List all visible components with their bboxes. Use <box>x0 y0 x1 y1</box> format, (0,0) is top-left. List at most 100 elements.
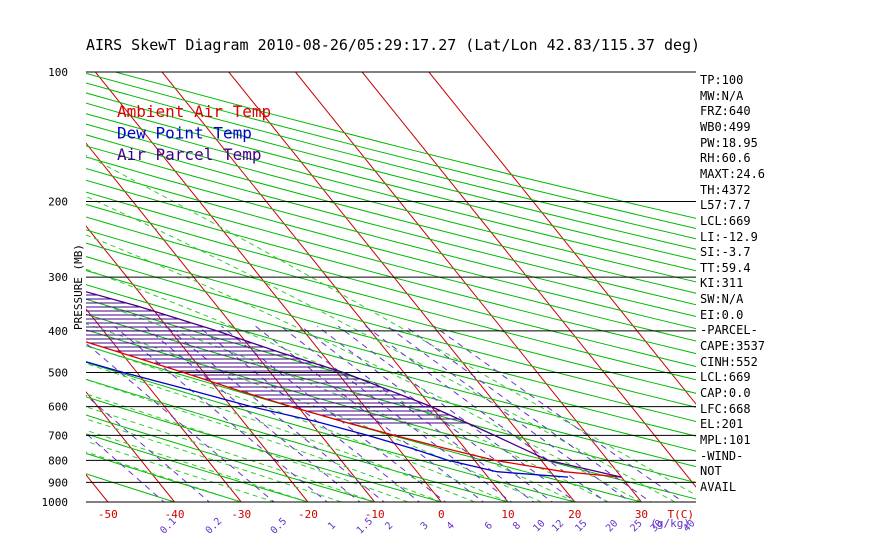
isotherm-line <box>361 72 696 488</box>
dry-adiabat-line <box>86 156 696 318</box>
stat-item: EL:201 <box>700 417 744 432</box>
stat-item: MAXT:24.6 <box>700 166 766 181</box>
pressure-tick-label: 800 <box>48 454 68 467</box>
moist-adiabat-line <box>86 323 542 502</box>
bottom-temp-tick-label: -10 <box>365 508 385 521</box>
stat-item: MPL:101 <box>700 432 751 447</box>
moist-adiabat-line <box>86 429 309 502</box>
isotherm-line <box>295 72 642 502</box>
bottom-temp-tick-label: 20 <box>568 508 581 521</box>
mixing-ratio-line <box>280 325 513 502</box>
moist-adiabat-line <box>86 298 576 502</box>
moist-adiabat-line <box>86 195 676 502</box>
parcel-temp-line <box>86 291 622 478</box>
dry-adiabat-line <box>86 229 696 394</box>
dry-adiabat-line <box>86 134 696 294</box>
mixing-ratio-line <box>387 325 632 502</box>
pressure-tick-label: 1000 <box>42 496 69 509</box>
mixing-ratio-label: 6 <box>483 520 495 532</box>
y-axis-label: PRESSURE (MB) <box>72 244 85 330</box>
dry-adiabat-line <box>86 167 696 330</box>
legend-item: Ambient Air Temp <box>117 102 271 121</box>
mixing-ratio-label: 10 <box>531 518 547 534</box>
stat-item: EI:0.0 <box>700 307 744 322</box>
legend-item: Dew Point Temp <box>117 124 252 143</box>
stat-item: NOT <box>700 464 722 479</box>
pressure-tick-label: 900 <box>48 476 68 489</box>
isotherm-line <box>428 72 696 405</box>
dry-adiabat-line <box>86 242 696 408</box>
moist-adiabat-line <box>86 418 342 502</box>
bottom-temp-tick-label: 10 <box>501 508 514 521</box>
legend-item: Air Parcel Temp <box>117 145 262 164</box>
isotherm-line <box>0 72 41 502</box>
mixing-ratio-line <box>113 325 328 502</box>
mixing-ratio-line <box>433 325 685 502</box>
mixing-ratio-line <box>255 325 485 502</box>
pressure-tick-label: 600 <box>48 401 68 414</box>
stat-item: KI:311 <box>700 276 744 291</box>
moist-adiabat-line <box>86 406 375 502</box>
pressure-tick-label: 200 <box>48 195 68 208</box>
moist-adiabat-line <box>86 234 642 502</box>
stat-item: TH:4372 <box>700 182 751 197</box>
dry-adiabat-line <box>86 452 244 502</box>
stat-item: CINH:552 <box>700 354 758 369</box>
isotherm-line <box>86 225 309 502</box>
mixing-ratio-units: (g/kg) <box>650 517 690 530</box>
dry-adiabat-line <box>86 473 177 502</box>
stat-item: CAPE:3537 <box>700 339 766 354</box>
bottom-temp-tick-label: -50 <box>98 508 118 521</box>
mixing-ratio-label: 0.2 <box>204 516 225 537</box>
stat-item: -PARCEL- <box>700 323 758 338</box>
dry-adiabat-line <box>86 378 511 502</box>
stat-item: LCL:669 <box>700 370 751 385</box>
dry-adiabat-line <box>86 145 696 306</box>
mixing-ratio-label: 1 <box>326 520 338 532</box>
bottom-temp-tick-label: -40 <box>165 508 185 521</box>
dry-adiabat-line <box>86 396 444 502</box>
dry-adiabat-line <box>86 298 696 468</box>
stat-item: TT:59.4 <box>700 260 751 275</box>
dry-adiabat-line <box>86 203 696 368</box>
stat-item: SI:-3.7 <box>700 245 751 260</box>
moist-adiabat-line <box>86 393 409 502</box>
stat-item: CAP:0.0 <box>700 386 751 400</box>
stat-item: LCL:669 <box>700 213 751 228</box>
stat-item: AVAIL <box>700 479 737 494</box>
dewpoint-line <box>86 361 569 478</box>
mixing-ratio-label: 2 <box>383 520 395 532</box>
dry-adiabat-line <box>86 361 577 502</box>
bottom-temp-tick-label: -20 <box>298 508 318 521</box>
pressure-tick-label: 300 <box>48 271 68 284</box>
stat-item: LI:-12.9 <box>700 229 758 244</box>
moist-adiabat-line <box>86 268 609 502</box>
stat-item: LFC:668 <box>700 401 751 416</box>
chart-title: AIRS SkewT Diagram 2010-08-26/05:29:17.2… <box>86 36 701 54</box>
stat-item: -WIND- <box>700 448 744 463</box>
isotherm-line <box>94 72 442 502</box>
dry-adiabat-line <box>86 433 310 502</box>
bottom-axis-label: T(C) <box>668 508 695 521</box>
mixing-ratio-line <box>405 325 652 502</box>
stat-item: FRZ:640 <box>700 104 751 119</box>
legend: Ambient Air Temp Dew Point Temp Air Parcel… <box>117 102 271 164</box>
stat-item: PW:18.95 <box>700 135 758 150</box>
stat-item: TP:100 <box>700 73 744 87</box>
mixing-ratio-label: 3 <box>419 520 431 532</box>
dry-adiabat-line <box>86 113 696 272</box>
bottom-temp-tick-label: -30 <box>231 508 251 521</box>
mixing-ratio-label: 20 <box>604 518 620 534</box>
stat-item: SW:N/A <box>700 292 744 307</box>
cape-shading <box>86 294 468 424</box>
moist-adiabat-line <box>86 344 509 502</box>
dry-adiabat-line <box>86 92 696 250</box>
dry-adiabat-line <box>86 329 696 500</box>
dry-adiabat-line <box>86 269 696 437</box>
pressure-tick-label: 700 <box>48 429 68 442</box>
series-layer <box>86 291 622 478</box>
stat-item: WB0:499 <box>700 119 751 134</box>
moist-adiabat-line <box>86 362 475 502</box>
stat-item: RH:60.6 <box>700 151 751 166</box>
